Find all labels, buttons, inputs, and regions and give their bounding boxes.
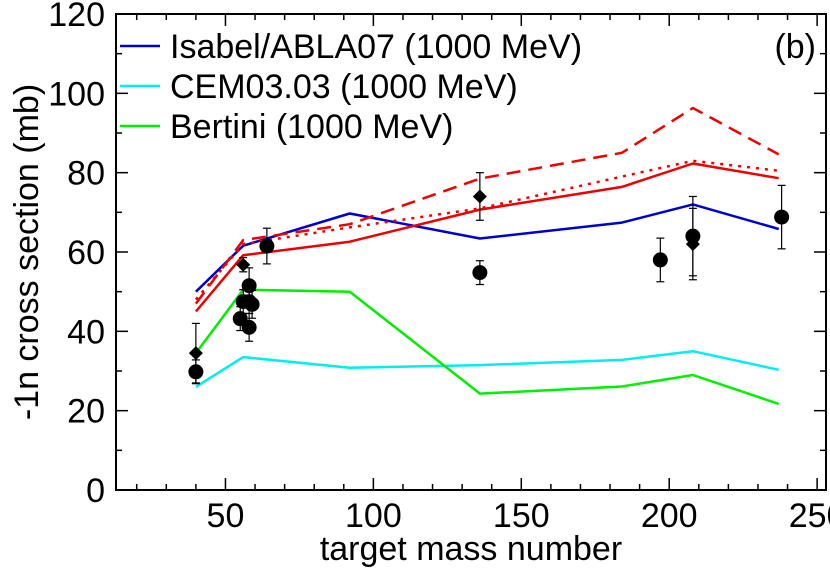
y-tick-label: 80: [67, 155, 105, 193]
y-tick-label: 0: [86, 472, 105, 510]
panel-label: (b): [774, 28, 816, 66]
x-tick-label: 150: [493, 497, 550, 535]
data-point-circle: [652, 252, 668, 268]
data-point-circle: [774, 209, 790, 225]
x-axis-title: target mass number: [320, 530, 622, 568]
legend-label-isabel: Isabel/ABLA07 (1000 MeV): [170, 28, 582, 66]
x-tick-label: 50: [207, 497, 245, 535]
data-point-circle: [472, 265, 488, 281]
data-point-diamond: [236, 257, 251, 272]
points-layer: [188, 172, 790, 385]
x-tick-label: 200: [641, 497, 698, 535]
data-point-diamond: [188, 346, 203, 361]
y-tick-label: 120: [48, 0, 105, 34]
legend: Isabel/ABLA07 (1000 MeV) CEM03.03 (1000 …: [120, 28, 582, 146]
data-point-diamond: [472, 189, 487, 204]
y-axis-title: -1n cross section (mb): [8, 84, 46, 420]
x-tick-label: 100: [345, 497, 402, 535]
series-line-red-dashed: [194, 106, 780, 305]
data-point-circle: [259, 238, 275, 254]
legend-label-cem: CEM03.03 (1000 MeV): [170, 68, 518, 106]
data-point-diamond: [685, 237, 700, 252]
y-tick-label: 20: [67, 393, 105, 431]
y-tick-label: 60: [67, 234, 105, 272]
data-point-circle: [241, 319, 257, 335]
data-point-circle: [244, 296, 260, 312]
y-tick-label: 40: [67, 313, 105, 351]
data-point-circle: [241, 278, 257, 294]
y-tick-label: 100: [48, 75, 105, 113]
series-line-cem03-03-1000-mev: [195, 349, 779, 388]
legend-label-bertini: Bertini (1000 MeV): [170, 108, 453, 146]
series-line-red-dotted: [194, 159, 779, 301]
tick-labels: 50 100 150 200 250 0 20 40 60 80 100 120: [48, 0, 830, 535]
plot-frame: [115, 13, 827, 491]
x-tick-label: 250: [789, 497, 830, 535]
